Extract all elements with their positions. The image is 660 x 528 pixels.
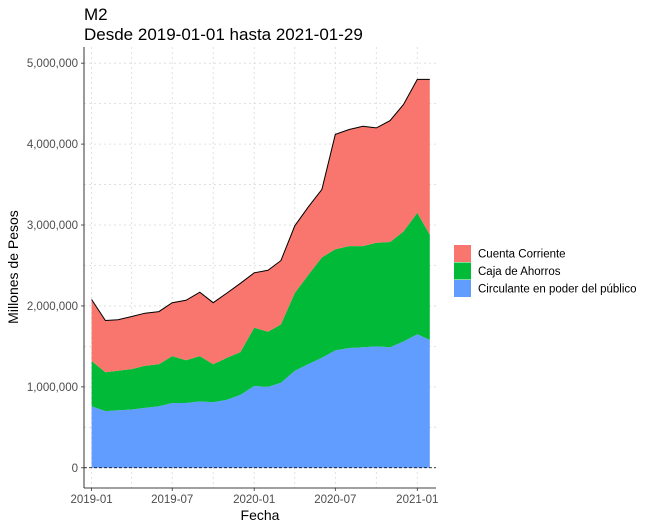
chart-subtitle: Desde 2019-01-01 hasta 2021-01-29	[84, 25, 363, 44]
overlay-lines	[84, 78, 436, 469]
y-axis-title: Millones de Pesos	[5, 210, 21, 324]
y-tick-label: 1,000,000	[27, 382, 78, 394]
x-axis-title: Fecha	[241, 507, 280, 523]
legend-label: Caja de Ahorros	[478, 266, 561, 278]
x-axis-ticks: 2019-01 2019-07 2020-01 2020-07 2021-01	[70, 488, 438, 506]
y-tick-label: 0	[72, 463, 78, 475]
x-tick-label: 2020-07	[314, 494, 356, 506]
x-tick-label: 2020-01	[233, 494, 275, 506]
stacked-areas	[91, 79, 430, 468]
x-tick-label: 2021-01	[396, 494, 438, 506]
y-tick-label: 3,000,000	[27, 220, 78, 232]
chart-title: M2	[84, 5, 108, 24]
area-cuenta-corriente	[91, 79, 430, 373]
y-tick-label: 2,000,000	[27, 301, 78, 313]
y-tick-label: 5,000,000	[27, 58, 78, 70]
x-tick-label: 2019-07	[151, 494, 193, 506]
y-tick-label: 4,000,000	[27, 139, 78, 151]
legend: Cuenta Corriente Caja de Ahorros Circulant…	[454, 245, 637, 297]
legend-key	[454, 262, 471, 280]
area-circulante-en-poder-del-publico	[91, 334, 430, 468]
legend-label: Circulante en poder del público	[478, 284, 637, 296]
legend-key	[454, 245, 471, 262]
legend-key	[454, 280, 471, 297]
area-caja-de-ahorros	[91, 212, 430, 412]
total-line	[91, 78, 430, 322]
legend-label: Cuenta Corriente	[478, 249, 566, 261]
y-axis-ticks: 0 1,000,000 2,000,000 3,000,000 4,000,000 5,0…	[27, 58, 84, 475]
x-tick-label: 2019-01	[70, 494, 112, 506]
